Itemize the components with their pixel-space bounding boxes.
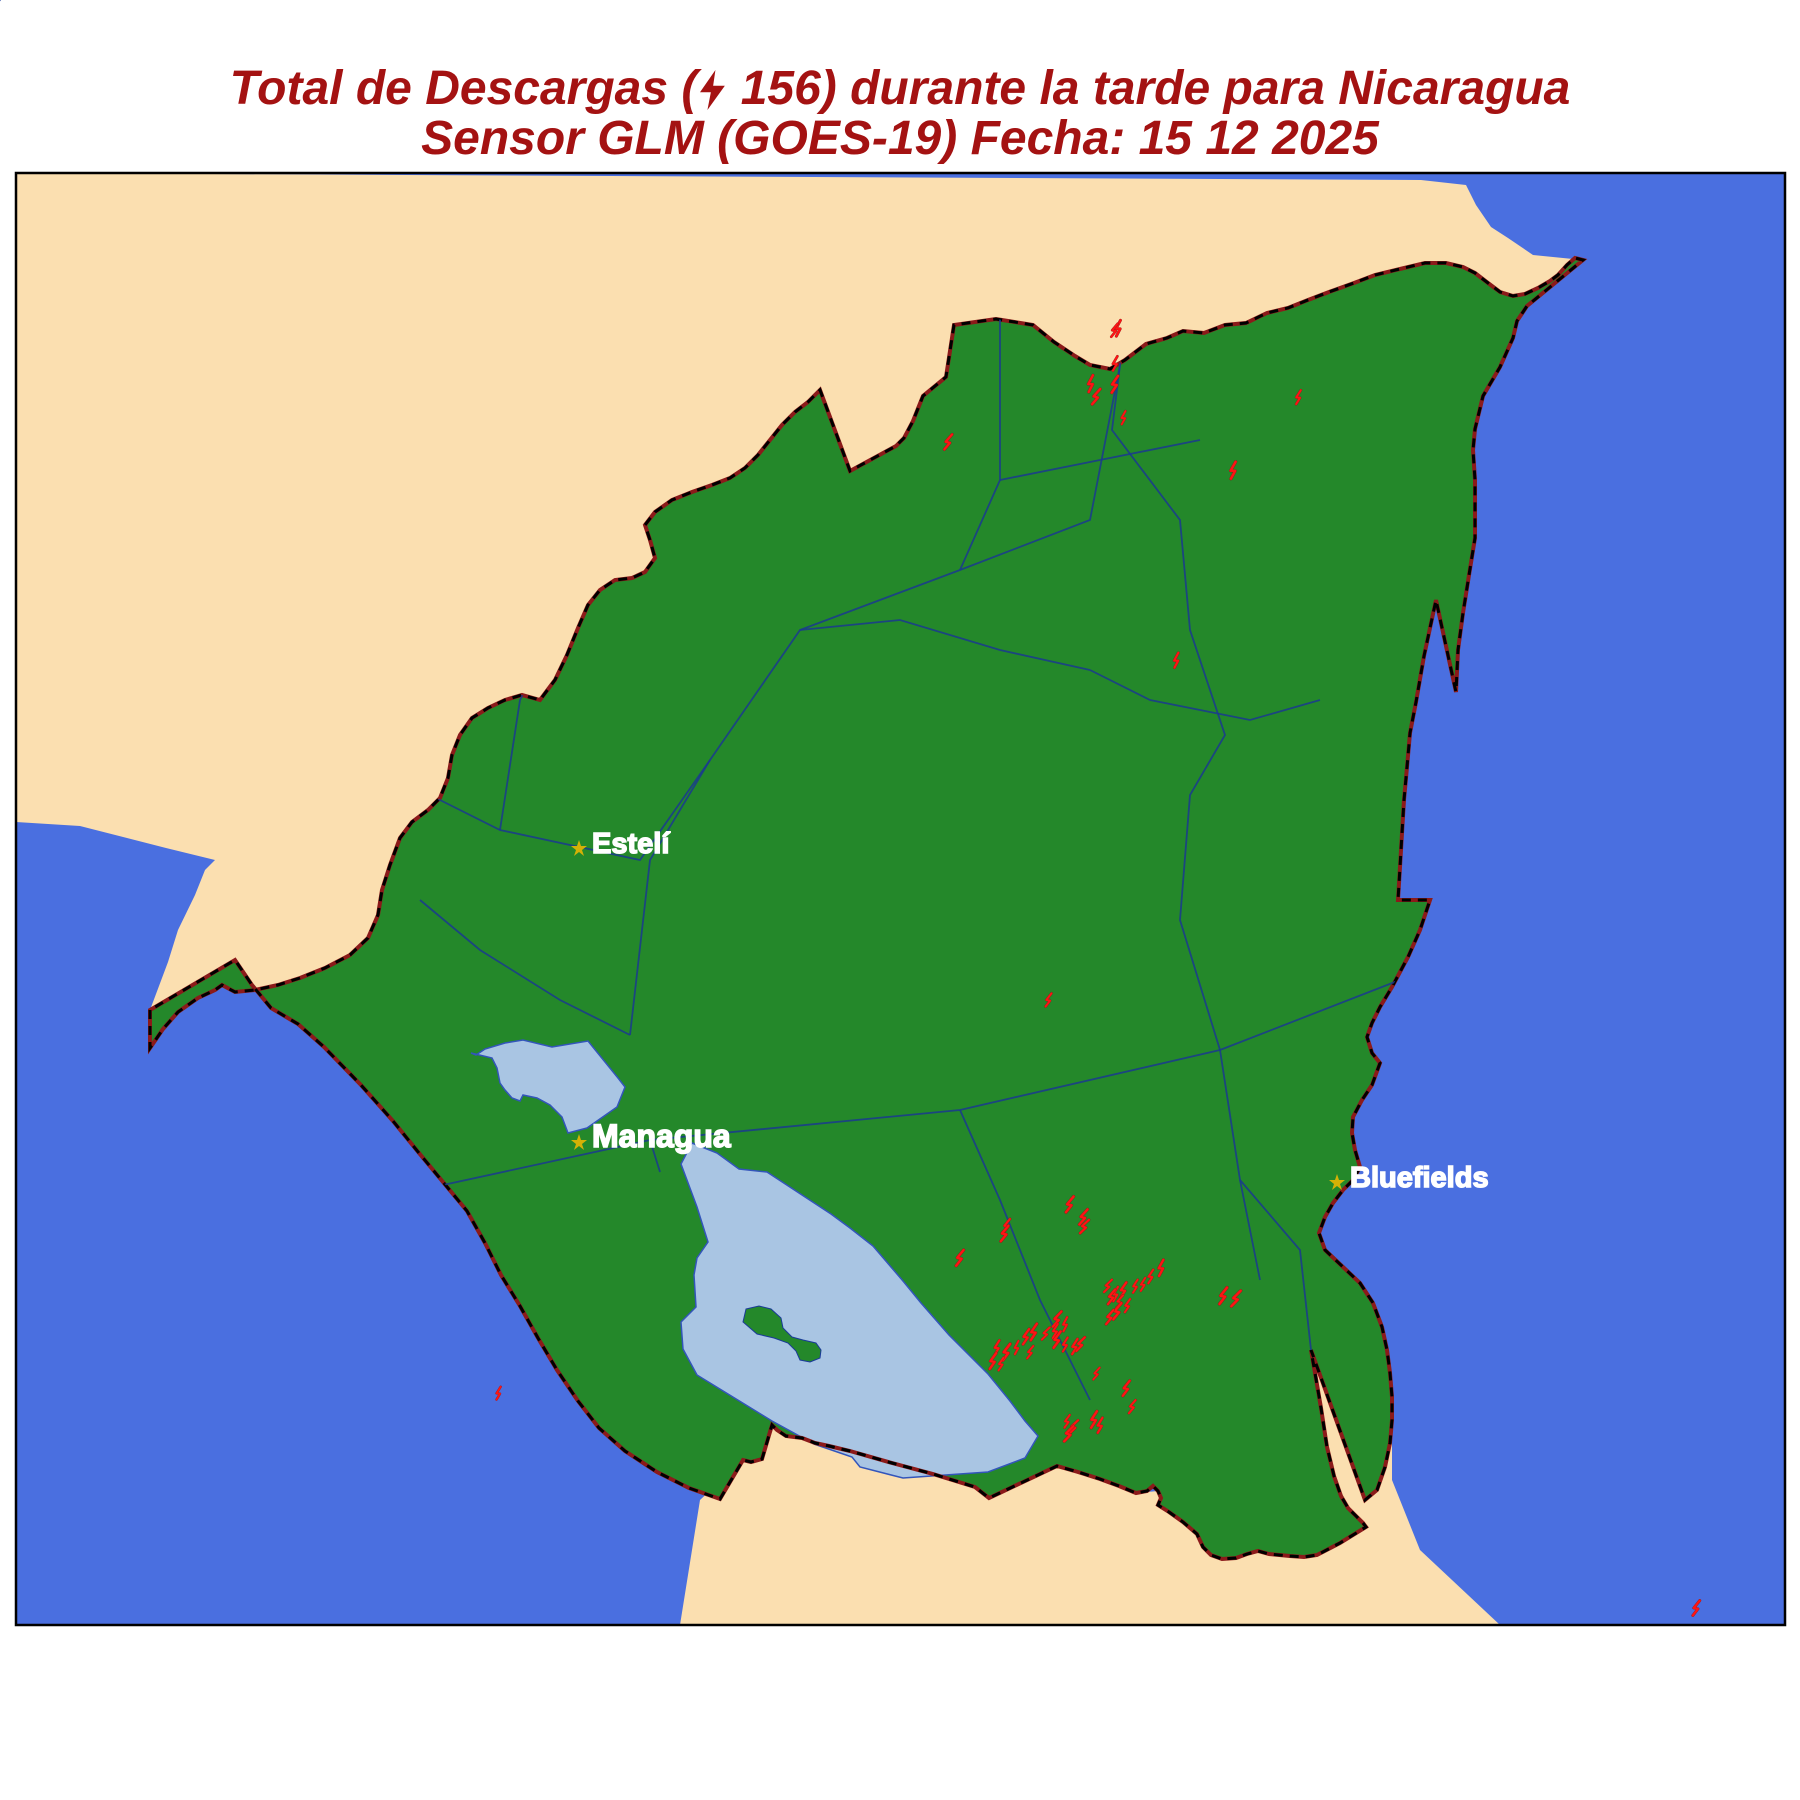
svg-text:Bluefields: Bluefields xyxy=(1350,1162,1489,1194)
svg-text:Managua: Managua xyxy=(592,1118,731,1154)
svg-text:Estelí: Estelí xyxy=(592,828,670,860)
